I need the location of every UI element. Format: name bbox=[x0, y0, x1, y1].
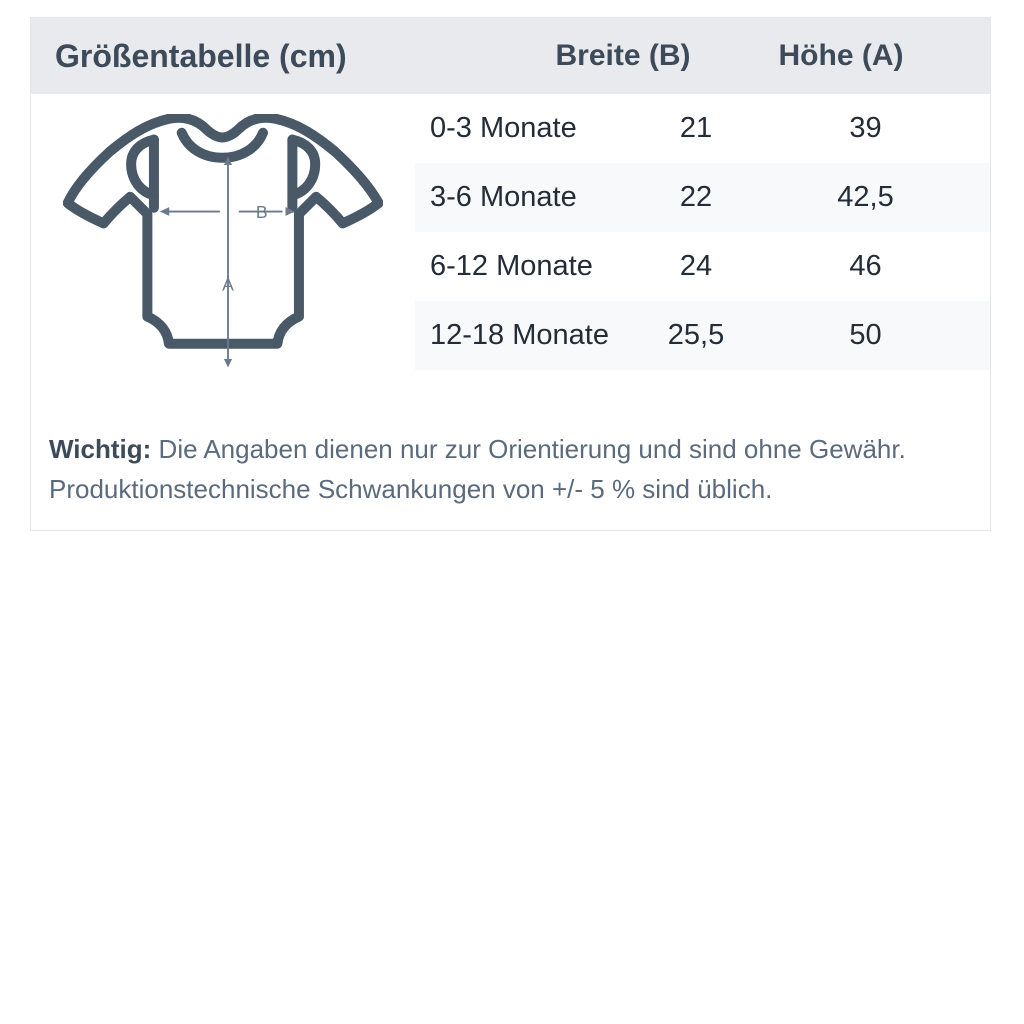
svg-text:A: A bbox=[222, 275, 234, 295]
svg-text:B: B bbox=[256, 202, 268, 222]
